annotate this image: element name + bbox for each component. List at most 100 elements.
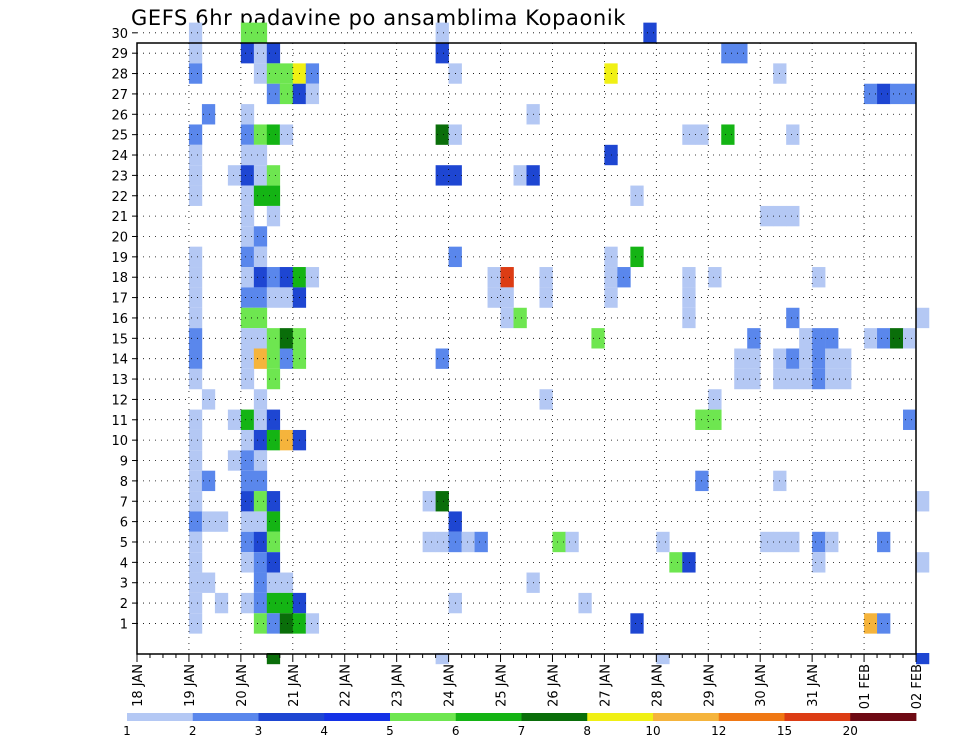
colorbar-label: 5 bbox=[386, 724, 394, 738]
heatmap-cell bbox=[825, 348, 839, 369]
heatmap-cell bbox=[266, 328, 281, 349]
heatmap-cell bbox=[435, 22, 449, 43]
heatmap-cell bbox=[838, 348, 852, 369]
heatmap-cell bbox=[253, 43, 268, 64]
x-tick-label: 24 JAN bbox=[443, 664, 458, 707]
x-tick-label: 19 JAN bbox=[183, 664, 198, 707]
heatmap-cell bbox=[253, 165, 268, 186]
heatmap-cell bbox=[253, 511, 268, 532]
x-tick-label: 28 JAN bbox=[650, 664, 665, 707]
colorbar-swatch bbox=[521, 713, 588, 721]
heatmap-cell bbox=[435, 531, 449, 553]
heatmap-cell bbox=[240, 470, 255, 492]
heatmap-cell bbox=[279, 63, 294, 84]
y-tick-label: 19 bbox=[111, 251, 128, 266]
heatmap-cell bbox=[565, 531, 579, 553]
heatmap-cell bbox=[812, 531, 826, 553]
heatmap-cell bbox=[682, 124, 696, 145]
heatmap-cell bbox=[656, 653, 670, 665]
colorbar-label: 3 bbox=[255, 724, 263, 738]
heatmap-cell bbox=[513, 165, 527, 186]
heatmap-cell bbox=[240, 246, 255, 268]
heatmap-cell bbox=[188, 450, 203, 471]
heatmap-cell bbox=[188, 511, 203, 532]
heatmap-cell bbox=[253, 328, 268, 349]
colorbar-label: 20 bbox=[843, 724, 858, 738]
heatmap-cell bbox=[240, 552, 255, 573]
heatmap-cell bbox=[825, 328, 839, 349]
heatmap-cell bbox=[188, 22, 203, 43]
heatmap-cell bbox=[435, 348, 449, 369]
heatmap-cell bbox=[253, 552, 268, 573]
heatmap-cell bbox=[188, 491, 203, 512]
y-tick-label: 5 bbox=[120, 536, 128, 551]
y-tick-label: 6 bbox=[120, 516, 128, 531]
heatmap-cell bbox=[253, 246, 268, 268]
heatmap-cell bbox=[799, 328, 813, 349]
heatmap-cell bbox=[825, 531, 839, 553]
heatmap-cell bbox=[240, 450, 255, 471]
heatmap-cell bbox=[305, 63, 320, 84]
colorbar-label: 4 bbox=[320, 724, 328, 738]
heatmap-cell bbox=[539, 267, 553, 288]
heatmap-cell bbox=[890, 328, 904, 349]
colorbar-label: 2 bbox=[189, 724, 197, 738]
y-tick-label: 20 bbox=[111, 230, 128, 245]
heatmap-cell bbox=[227, 409, 242, 430]
heatmap-cell bbox=[240, 368, 255, 390]
x-tick-label: 31 JAN bbox=[806, 664, 821, 707]
colorbar-label: 12 bbox=[711, 724, 726, 738]
heatmap-cell bbox=[188, 144, 203, 166]
x-tick-label: 02 FEB bbox=[910, 664, 925, 709]
heatmap-cell bbox=[266, 552, 281, 573]
heatmap-cell bbox=[188, 429, 203, 451]
heatmap-cell bbox=[825, 368, 839, 390]
heatmap-cell bbox=[266, 287, 281, 308]
heatmap-cell bbox=[253, 226, 268, 247]
heatmap-cell bbox=[721, 124, 735, 145]
heatmap-cell bbox=[266, 165, 281, 186]
heatmap-cell bbox=[227, 165, 242, 186]
heatmap-cell bbox=[188, 246, 203, 268]
heatmap-cell bbox=[188, 165, 203, 186]
y-tick-label: 11 bbox=[111, 414, 128, 429]
y-tick-label: 14 bbox=[111, 353, 128, 368]
y-tick-label: 10 bbox=[111, 434, 128, 449]
heatmap-cell bbox=[747, 328, 761, 349]
heatmap-cell bbox=[240, 165, 255, 186]
heatmap-cell bbox=[513, 307, 527, 329]
heatmap-cell bbox=[708, 409, 722, 430]
y-tick-label: 17 bbox=[111, 292, 128, 307]
heatmap-cell bbox=[266, 491, 281, 512]
x-tick-label: 29 JAN bbox=[702, 664, 717, 707]
y-tick-label: 9 bbox=[120, 455, 128, 470]
y-tick-label: 30 bbox=[111, 27, 128, 42]
x-tick-label: 25 JAN bbox=[495, 664, 510, 707]
heatmap-cell bbox=[916, 653, 930, 665]
heatmap-cell bbox=[890, 83, 904, 105]
heatmap-cell bbox=[669, 552, 683, 573]
heatmap-cell bbox=[266, 511, 281, 532]
x-tick-label: 22 JAN bbox=[339, 664, 354, 707]
heatmap-cell bbox=[266, 267, 281, 288]
y-tick-label: 12 bbox=[111, 393, 128, 408]
heatmap-cell bbox=[240, 226, 255, 247]
heatmap-cell bbox=[487, 287, 501, 308]
heatmap-cell bbox=[253, 124, 268, 145]
heatmap-cell bbox=[266, 368, 281, 390]
heatmap-cell bbox=[435, 653, 449, 665]
x-tick-label: 01 FEB bbox=[858, 664, 873, 709]
heatmap-cell bbox=[188, 328, 203, 349]
x-tick-label: 21 JAN bbox=[287, 664, 302, 707]
y-tick-label: 24 bbox=[111, 149, 128, 164]
heatmap-cell bbox=[188, 348, 203, 369]
heatmap-cell bbox=[903, 328, 917, 349]
x-tick-label: 23 JAN bbox=[391, 664, 406, 707]
heatmap-cell bbox=[266, 185, 281, 206]
heatmap-cell bbox=[643, 22, 657, 43]
heatmap-cell bbox=[201, 389, 216, 410]
y-tick-label: 22 bbox=[111, 190, 128, 205]
colorbar-label: 10 bbox=[645, 724, 660, 738]
heatmap-cell bbox=[682, 307, 696, 329]
heatmap-cell bbox=[812, 368, 826, 390]
